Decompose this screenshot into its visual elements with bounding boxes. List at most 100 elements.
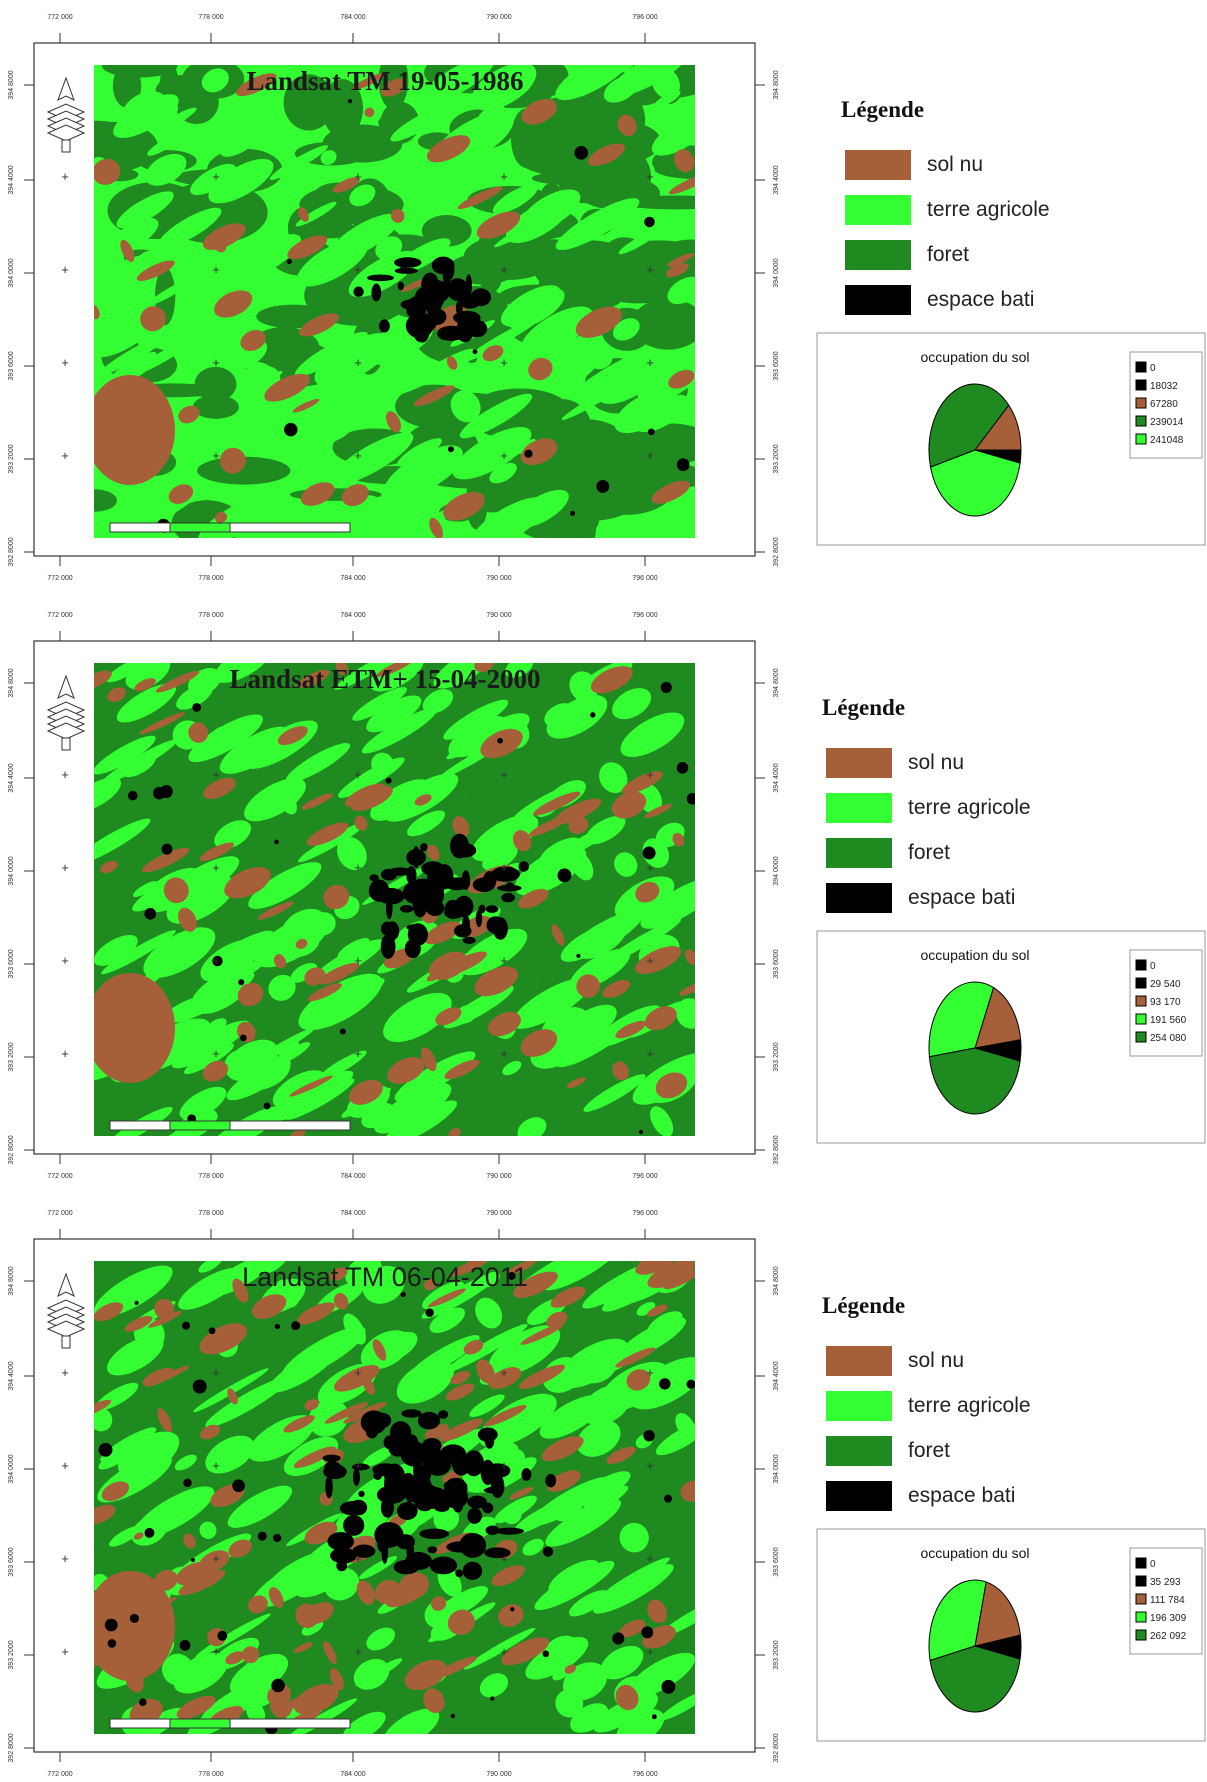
urban-spot	[209, 1327, 216, 1334]
urban-spot	[130, 1614, 139, 1623]
grid-cross: +	[212, 953, 220, 968]
urban-spot	[448, 446, 454, 452]
urban-spot	[264, 1103, 271, 1110]
urban-spot	[543, 1650, 550, 1657]
pie-legend-label: 35 293	[1150, 1577, 1181, 1588]
grid-cross: +	[61, 355, 69, 370]
urban-spot	[451, 1714, 455, 1718]
urban-spot	[524, 450, 532, 458]
grid-cross: +	[354, 1551, 362, 1566]
grid-cross: +	[646, 355, 654, 370]
grid-cross: +	[646, 1551, 654, 1566]
forest-patch	[195, 367, 237, 402]
grid-cross: +	[500, 767, 508, 782]
urban-spot	[664, 1495, 672, 1503]
urban-spot	[287, 259, 292, 264]
urban-spot	[648, 428, 655, 435]
x-coord-label: 790 000	[486, 1771, 511, 1778]
forest-patch	[595, 430, 634, 470]
x-coord-label: 778 000	[198, 14, 223, 21]
grid-cross: +	[212, 1551, 220, 1566]
urban-spot	[240, 1035, 247, 1042]
pie-title: occupation du sol	[921, 349, 1030, 365]
legend-swatch	[826, 793, 892, 823]
urban-spot	[510, 1607, 514, 1611]
urban-spot	[576, 954, 580, 958]
pie-legend-swatch	[1136, 1612, 1146, 1622]
y-coord-label: 394 8000	[773, 668, 780, 697]
pie-chart: occupation du sol035 293111 784196 30926…	[817, 1529, 1205, 1741]
x-coord-label: 772 000	[47, 14, 72, 21]
x-coord-label: 772 000	[47, 1210, 72, 1217]
urban-patch	[377, 1534, 389, 1553]
urban-spot	[641, 1626, 653, 1638]
pie-chart: occupation du sol029 54093 170191 560254…	[817, 931, 1205, 1143]
x-coord-label: 772 000	[47, 612, 72, 619]
grid-cross: +	[212, 355, 220, 370]
map-title: Landsat TM 06-04-2011	[242, 1262, 528, 1292]
urban-patch	[400, 905, 414, 913]
legend-swatch	[845, 195, 911, 225]
urban-spot	[105, 1619, 118, 1632]
urban-patch	[463, 1562, 482, 1580]
forest-patch	[514, 130, 607, 176]
legend-swatch	[845, 150, 911, 180]
x-coord-label: 772 000	[47, 1173, 72, 1180]
pie-legend-swatch	[1136, 1594, 1146, 1604]
urban-spot	[386, 778, 392, 784]
x-coord-label: 790 000	[486, 1210, 511, 1217]
grid-cross: +	[354, 1644, 362, 1659]
grid-cross: +	[61, 767, 69, 782]
urban-patch	[450, 834, 469, 859]
y-coord-label: 394 8000	[773, 1266, 780, 1295]
grid-cross: +	[212, 1458, 220, 1473]
urban-spot	[340, 1028, 346, 1034]
y-coord-label: 392 8000	[773, 1135, 780, 1164]
y-coord-label: 394 8000	[8, 668, 15, 697]
grid-cross: +	[646, 1644, 654, 1659]
y-coord-label: 393 6000	[8, 949, 15, 978]
scale-bar-seg	[170, 1121, 230, 1130]
urban-patch	[323, 1455, 341, 1462]
urban-spot	[275, 1324, 280, 1329]
x-coord-label: 796 000	[632, 1771, 657, 1778]
y-coord-label: 393 6000	[773, 949, 780, 978]
urban-spot	[183, 1479, 191, 1487]
urban-patch	[414, 889, 428, 903]
grid-cross: +	[500, 169, 508, 184]
urban-patch	[473, 878, 495, 892]
urban-spot	[182, 1322, 190, 1330]
grid-cross: +	[212, 262, 220, 277]
urban-spot	[153, 787, 165, 799]
y-coord-label: 394 0000	[773, 258, 780, 287]
map-title: Landsat ETM+ 15-04-2000	[230, 664, 541, 694]
y-coord-label: 392 8000	[773, 537, 780, 566]
grid-cross: +	[61, 1551, 69, 1566]
urban-spot	[358, 1491, 364, 1497]
y-coord-label: 393 2000	[8, 1042, 15, 1071]
grid-cross: +	[354, 355, 362, 370]
urban-patch	[420, 843, 428, 851]
grid-cross: +	[646, 953, 654, 968]
urban-patch	[466, 320, 487, 337]
urban-spot	[258, 1532, 267, 1541]
forest-patch	[123, 776, 160, 825]
grid-cross: +	[646, 1458, 654, 1473]
urban-spot	[271, 1679, 285, 1693]
urban-spot	[643, 846, 656, 859]
pie-legend-label: 0	[1150, 363, 1156, 374]
grid-cross: +	[354, 860, 362, 875]
legend-label: foret	[908, 1439, 950, 1462]
urban-patch	[343, 1515, 364, 1536]
pie-legend-label: 111 784	[1150, 1595, 1185, 1606]
urban-patch	[361, 1410, 387, 1434]
pie-legend-swatch	[1136, 978, 1146, 988]
pie-title: occupation du sol	[921, 947, 1030, 963]
grid-cross: +	[212, 169, 220, 184]
pie-chart: occupation du sol01803267280239014241048	[817, 333, 1205, 545]
y-coord-label: 394 0000	[8, 258, 15, 287]
urban-spot	[180, 1640, 191, 1651]
x-coord-label: 784 000	[340, 14, 365, 21]
urban-patch	[438, 1410, 448, 1419]
urban-patch	[397, 1502, 418, 1520]
